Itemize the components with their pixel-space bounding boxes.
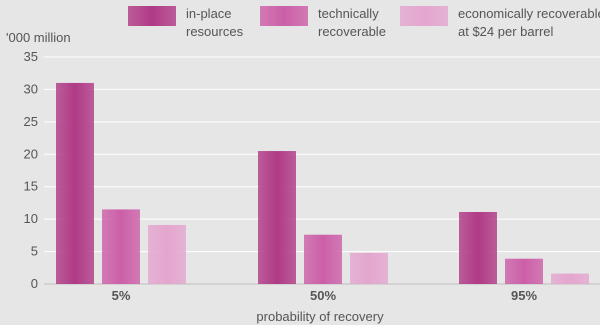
legend-label: recoverable xyxy=(318,24,386,39)
bar xyxy=(56,82,94,284)
bar xyxy=(304,234,342,284)
category-label: 50% xyxy=(310,288,336,303)
legend-label: technically xyxy=(318,6,379,21)
legend-label: at $24 per barrel xyxy=(458,24,554,39)
legend-label: resources xyxy=(186,24,244,39)
category-labels: 5% 50% 95% xyxy=(112,288,538,303)
y-tick-label: 10 xyxy=(24,211,38,226)
y-tick-label: 35 xyxy=(24,49,38,64)
legend: in-place resources technically recoverable e… xyxy=(128,6,600,39)
x-axis-title: probability of recovery xyxy=(256,309,384,324)
bar xyxy=(102,209,140,284)
y-tick-labels: 0 5 10 15 20 25 30 35 xyxy=(24,49,38,291)
legend-label: economically recoverable xyxy=(458,6,600,21)
y-tick-label: 5 xyxy=(31,244,38,259)
legend-swatch xyxy=(260,6,308,26)
bar xyxy=(551,273,589,284)
y-tick-label: 30 xyxy=(24,81,38,96)
y-tick-label: 0 xyxy=(31,276,38,291)
legend-swatch xyxy=(128,6,176,26)
bar xyxy=(459,212,497,284)
legend-swatch xyxy=(400,6,448,26)
y-axis-title: '000 million xyxy=(6,30,71,45)
y-tick-label: 15 xyxy=(24,179,38,194)
y-tick-label: 20 xyxy=(24,146,38,161)
bar xyxy=(148,224,186,284)
bar xyxy=(505,258,543,284)
y-tick-label: 25 xyxy=(24,114,38,129)
bar xyxy=(258,151,296,284)
category-label: 95% xyxy=(511,288,537,303)
category-label: 5% xyxy=(112,288,131,303)
bar-marks xyxy=(56,82,589,284)
bar xyxy=(350,252,388,284)
legend-label: in-place xyxy=(186,6,232,21)
